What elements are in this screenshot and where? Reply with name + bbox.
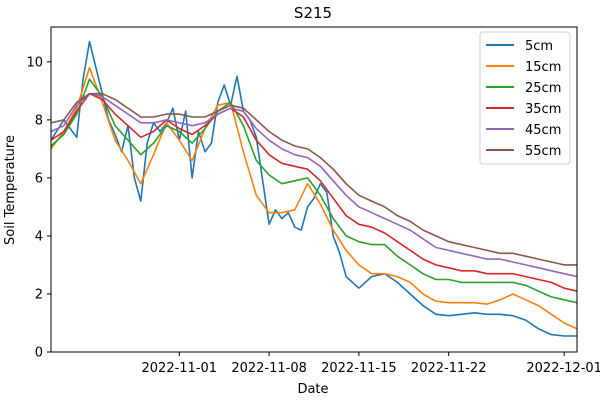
x-tick-label: 2022-11-22: [411, 361, 487, 376]
x-tick-label: 2022-11-15: [321, 361, 397, 376]
chart-title: S215: [294, 4, 332, 22]
legend: 5cm 15cm 25cm 35cm 45cm 55cm: [479, 31, 571, 165]
legend-label-45cm: 45cm: [525, 123, 561, 138]
y-tick-label: 6: [35, 171, 43, 186]
series-line-25cm: [51, 78, 577, 304]
legend-label-5cm: 5cm: [525, 39, 553, 54]
plot-frame: [50, 26, 578, 353]
legend-label-35cm: 35cm: [525, 102, 561, 117]
legend-label-55cm: 55cm: [525, 144, 561, 159]
legend-label-25cm: 25cm: [525, 81, 561, 96]
x-axis-title: Date: [297, 382, 328, 397]
y-tick-label: 0: [35, 346, 43, 361]
series-line-5cm: [51, 40, 577, 337]
y-tick-label: 2: [35, 287, 43, 302]
series-line-55cm: [51, 92, 577, 266]
series-line-15cm: [51, 66, 577, 330]
y-axis-title: Soil Temperature: [3, 135, 18, 245]
legend-label-15cm: 15cm: [525, 60, 561, 75]
series-line-45cm: [51, 92, 577, 278]
plot-area: [51, 40, 577, 337]
x-tick-label: 2022-11-01: [142, 361, 218, 376]
y-tick-label: 8: [35, 113, 43, 128]
x-tick-label: 2022-12-01: [526, 361, 600, 376]
y-tick-label: 4: [35, 229, 43, 244]
x-tick-label: 2022-11-08: [231, 361, 307, 376]
y-tick-label: 10: [26, 55, 43, 70]
series-line-35cm: [51, 92, 577, 292]
axes: 2022-11-01 2022-11-08 2022-11-15 2022-11-22…: [26, 26, 600, 376]
